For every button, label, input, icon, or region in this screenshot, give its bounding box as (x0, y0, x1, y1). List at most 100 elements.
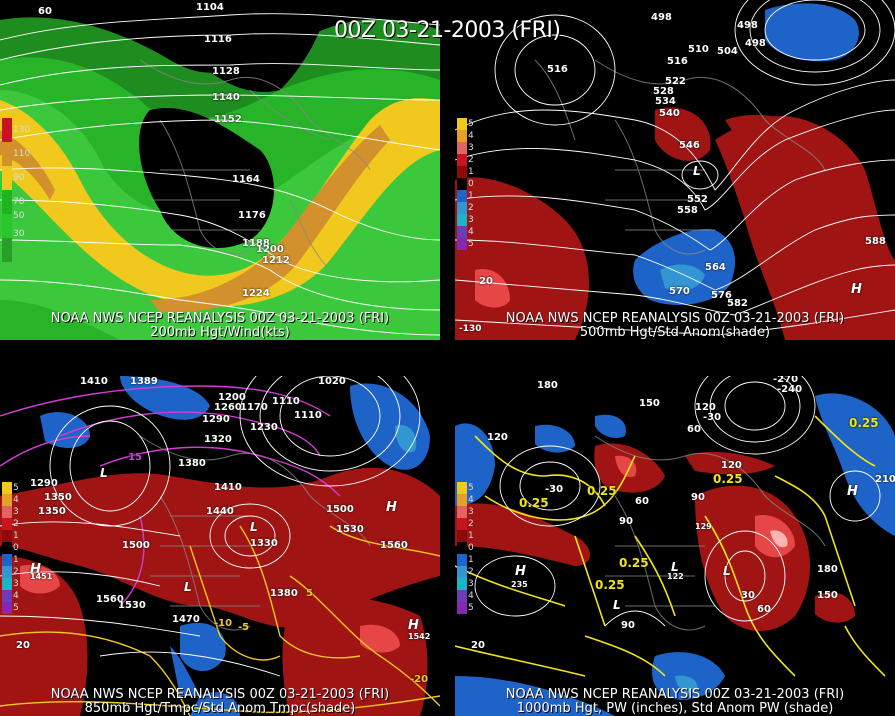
contour-label: 1290 (202, 414, 230, 425)
legend-label: 110 (13, 149, 31, 159)
legend-label: 5 (468, 119, 474, 129)
legend-label: 5 (13, 603, 19, 613)
contour-label: 498 (745, 38, 766, 49)
panel-500mb-anomaly: 498 498 510 516 504 522 528 534 540 546 … (455, 0, 895, 340)
legend-label: 1 (468, 167, 474, 177)
legend-label: 4 (468, 227, 474, 237)
legend-label: 4 (468, 591, 474, 601)
contour-label: 1230 (250, 422, 278, 433)
contour-label: 1212 (262, 255, 290, 266)
panel-850mb-temp: 1410 1389 1020 1200 1260 1170 1110 1110 … (0, 376, 440, 716)
legend-label: 0 (468, 179, 474, 189)
contour-label: -130 (459, 324, 482, 334)
low-pressure-marker: L (184, 580, 192, 594)
legend-label: 2 (13, 519, 19, 529)
temp-label: -10 (214, 618, 233, 629)
contour-label: 522 (665, 76, 686, 87)
legend-label: 90 (13, 173, 25, 183)
contour-label: 534 (655, 96, 676, 107)
legend-label: 2 (468, 567, 474, 577)
contour-label: 1116 (204, 34, 232, 45)
legend-label: 70 (13, 197, 25, 207)
contour-label: 588 (865, 236, 886, 247)
contour-label: 120 (487, 432, 508, 443)
legend-label: 3 (468, 143, 474, 153)
legend-label: 30 (13, 229, 25, 239)
contour-label: 552 (687, 194, 708, 205)
legend-label: 0 (13, 543, 19, 553)
contour-label: 582 (727, 298, 748, 309)
panel-caption-source: NOAA NWS NCEP REANALYSIS 00Z 03-21-2003 … (505, 687, 845, 702)
panel-caption-field: 850mb Hgt/Tmpc/Std Anom Tmpc(shade) (84, 701, 356, 716)
legend-label: 4 (468, 131, 474, 141)
contour-label: 150 (639, 398, 660, 409)
contour-label: 1410 (80, 376, 108, 387)
contour-label: 30 (741, 590, 755, 601)
contour-label: 546 (679, 140, 700, 151)
temp-label: -20 (410, 674, 429, 685)
legend-label: 2 (468, 203, 474, 213)
legend-label: 5 (468, 483, 474, 493)
contour-label: 516 (667, 56, 688, 67)
color-legend (457, 482, 467, 614)
contour-label: 1104 (196, 2, 224, 13)
contour-label: 1152 (214, 114, 242, 125)
legend-label: 5 (468, 603, 474, 613)
contour-label: 558 (677, 205, 698, 216)
contour-label: 1380 (178, 458, 206, 469)
contour-label: 90 (619, 516, 633, 527)
main-title: 00Z 03-21-2003 (FRI) (334, 18, 561, 43)
contour-label: -240 (777, 384, 803, 395)
contour-label: 498 (651, 12, 672, 23)
legend-label: 1 (468, 191, 474, 201)
panel-caption-field: 1000mb Hgt, PW (inches), Std Anom PW (sh… (516, 701, 834, 716)
contour-label: 540 (659, 108, 680, 119)
contour-label: 1224 (242, 288, 270, 299)
contour-label: 1176 (238, 210, 266, 221)
temp-label: -15 (124, 452, 143, 463)
pw-label: 0.25 (519, 496, 549, 510)
contour-label: 210 (875, 474, 895, 485)
legend-label: 4 (13, 591, 19, 601)
contour-label: 1320 (204, 434, 232, 445)
legend-label: 1 (13, 531, 19, 541)
contour-label: 122 (667, 572, 684, 581)
pw-label: 0.25 (595, 578, 625, 592)
low-pressure-marker: L (671, 560, 679, 574)
contour-label: 510 (688, 44, 709, 55)
contour-label: 1200 (256, 244, 284, 255)
high-pressure-marker: H (515, 564, 526, 579)
legend-label: 3 (468, 579, 474, 589)
legend-label: 3 (13, 507, 19, 517)
high-pressure-marker: H (408, 618, 419, 633)
contour-label: 1380 (270, 588, 298, 599)
contour-label: 1530 (118, 600, 146, 611)
contour-label: 564 (705, 262, 726, 273)
pw-label: 0.25 (619, 556, 649, 570)
contour-label: 1542 (408, 632, 431, 641)
panel-caption-source: NOAA NWS NCEP REANALYSIS 00Z 03-21-2003 … (50, 311, 390, 326)
contour-label: 1500 (326, 504, 354, 515)
contour-label: 60 (757, 604, 771, 615)
panel-1000mb-pw: 180 120 150 120 60 -30 -270 -240 0.25 0.… (455, 376, 895, 716)
map-200mb (0, 0, 440, 340)
map-850mb (0, 376, 440, 716)
contour-label: 235 (511, 580, 528, 589)
contour-label: 20 (471, 640, 485, 651)
color-legend (2, 482, 12, 614)
contour-label: -270 (773, 376, 799, 385)
contour-label: -30 (545, 484, 564, 495)
contour-label: 120 (695, 402, 716, 413)
contour-label: 1290 (30, 478, 58, 489)
temp-label: 5 (306, 588, 313, 599)
legend-label: 2 (13, 567, 19, 577)
contour-label: 1260 (214, 402, 242, 413)
contour-label: 1140 (212, 92, 240, 103)
contour-label: 60 (687, 424, 701, 435)
contour-label: 504 (717, 46, 738, 57)
legend-label: 2 (468, 155, 474, 165)
contour-label: 60 (635, 496, 649, 507)
legend-label: 1 (13, 555, 19, 565)
pw-label: 0.25 (849, 416, 879, 430)
contour-label: 1020 (318, 376, 346, 387)
